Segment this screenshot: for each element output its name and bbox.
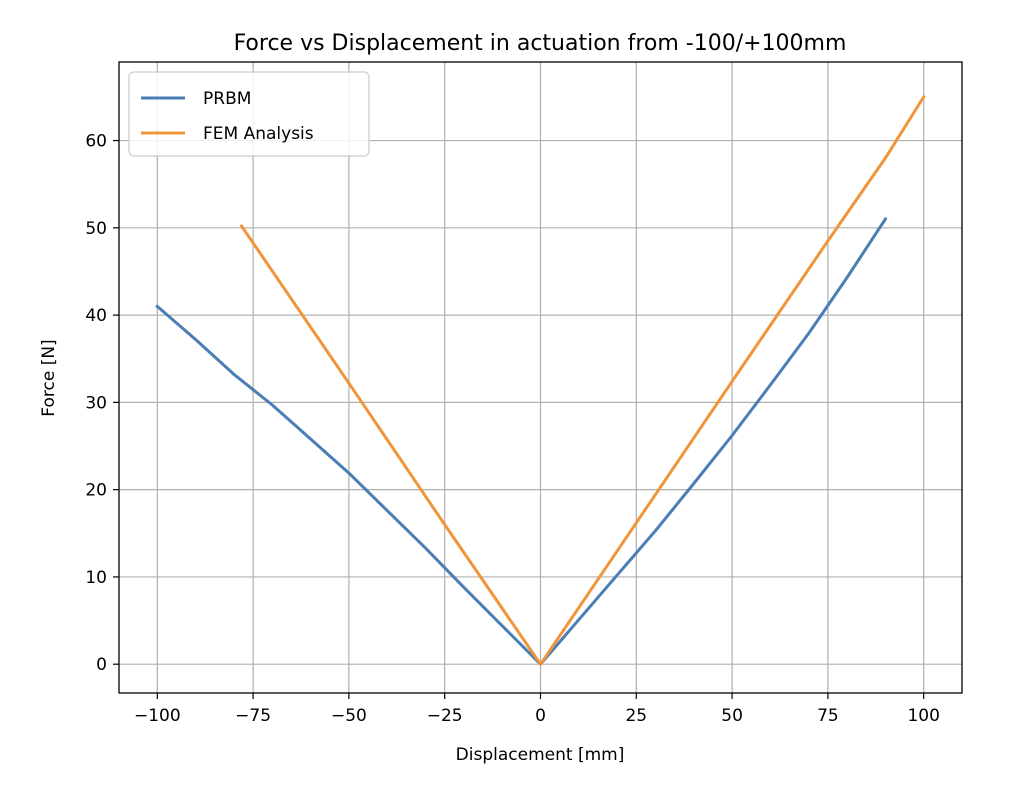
legend: PRBM FEM Analysis: [128, 71, 370, 157]
y-tick-label: 0: [96, 655, 107, 675]
y-tick-label: 50: [85, 219, 107, 239]
x-tick-label: 50: [721, 706, 743, 726]
y-tick-label: 60: [85, 132, 107, 152]
y-axis-label: Force [N]: [39, 339, 59, 416]
legend-label-prbm: PRBM: [203, 89, 251, 109]
series-line-fem-analysis: [239, 94, 926, 666]
series-lines: [155, 94, 926, 666]
x-tick-label: 100: [907, 706, 939, 726]
y-tick-label: 20: [85, 481, 107, 501]
y-tick-label: 40: [85, 306, 107, 326]
x-tick-label: −25: [427, 706, 463, 726]
y-axis-ticks: 0 10 20 30 40 50 60: [85, 132, 119, 675]
x-tick-label: 75: [817, 706, 839, 726]
legend-box: [128, 71, 370, 157]
x-tick-label: −100: [134, 706, 181, 726]
x-tick-label: 0: [535, 706, 546, 726]
x-tick-label: −50: [331, 706, 367, 726]
x-axis-ticks: −100 −75 −50 −25 0 25 50 75 100: [134, 693, 940, 726]
x-tick-label: −75: [235, 706, 271, 726]
x-tick-label: 25: [625, 706, 647, 726]
series-line-prbm: [155, 217, 888, 666]
y-tick-label: 10: [85, 568, 107, 588]
chart-title: Force vs Displacement in actuation from …: [234, 31, 847, 56]
legend-label-fem-analysis: FEM Analysis: [203, 124, 314, 144]
y-tick-label: 30: [85, 393, 107, 413]
x-axis-label: Displacement [mm]: [456, 745, 625, 765]
